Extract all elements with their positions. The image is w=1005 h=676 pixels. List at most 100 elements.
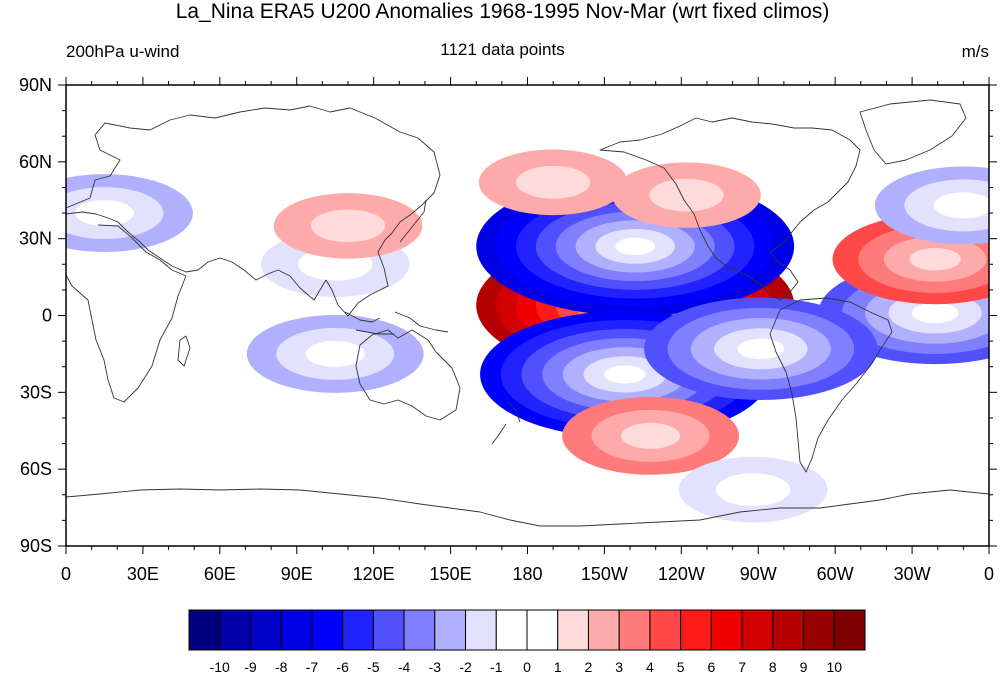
- colorbar-swatch: [188, 609, 221, 651]
- colorbar-label: 5: [677, 659, 685, 675]
- colorbar-label: 1: [554, 659, 562, 675]
- anomaly-field: [66, 149, 989, 523]
- coastline-australia: [355, 329, 461, 421]
- coastline-japan: [399, 199, 427, 243]
- anomaly-center: [66, 174, 193, 252]
- colorbar-label: -8: [275, 659, 288, 675]
- lon-tick-label: 0: [61, 564, 71, 584]
- colorbar-label: -2: [459, 659, 472, 675]
- coastline-new-zealand: [491, 401, 521, 445]
- anomaly-center: [612, 162, 761, 228]
- colorbar-label: -9: [244, 659, 257, 675]
- anomaly-center: [874, 166, 989, 245]
- coastline-greenland: [859, 99, 967, 165]
- units-label: m/s: [961, 42, 989, 61]
- coastline-africa: [66, 224, 187, 403]
- anomaly-contour: [911, 302, 959, 324]
- map-title: La_Nina ERA5 U200 Anomalies 1968-1995 No…: [175, 0, 830, 23]
- colorbar-swatch: [803, 609, 835, 651]
- colorbar-label: 9: [800, 659, 808, 675]
- colorbar-swatch: [311, 609, 344, 651]
- colorbar-swatch: [618, 609, 651, 651]
- anomaly-contour: [74, 200, 134, 227]
- lon-tick-label: 150E: [430, 564, 472, 584]
- colorbar-label: 4: [646, 659, 654, 675]
- colorbar-swatch: [710, 609, 743, 651]
- anomaly-center: [562, 396, 740, 475]
- colorbar-swatch: [772, 609, 805, 651]
- anomaly-center: [478, 149, 628, 216]
- lat-tick-label: 60N: [19, 152, 52, 172]
- colorbar-swatch: [465, 609, 497, 651]
- lon-tick-label: 150W: [581, 564, 628, 584]
- anomaly-contour: [909, 247, 961, 271]
- anomaly-contour: [737, 338, 785, 360]
- anomaly-center: [246, 314, 424, 393]
- coastline-indonesia: [344, 311, 449, 335]
- colorbar-swatch: [249, 609, 282, 651]
- colorbar-swatch: [680, 609, 712, 651]
- lon-tick-label: 0: [984, 564, 994, 584]
- lat-tick-label: 90N: [19, 75, 52, 95]
- colorbar-swatch: [526, 609, 559, 651]
- colorbar-label: 7: [738, 659, 746, 675]
- colorbar-swatch: [372, 609, 405, 651]
- anomaly-contour: [305, 340, 365, 367]
- anomaly-contour: [515, 165, 591, 199]
- anomaly-contour: [615, 237, 656, 256]
- data-count-label: 1121 data points: [440, 40, 565, 59]
- colorbar-swatch: [342, 609, 374, 651]
- colorbar-label: -7: [306, 659, 319, 675]
- coastline-madagascar: [177, 335, 191, 367]
- colorbar-label: 10: [826, 659, 842, 675]
- coastline-north-america: [599, 117, 861, 301]
- lon-tick-label: 120E: [353, 564, 395, 584]
- colorbar: -10 -9 -8 -7 -6 -5 -4 -3 -2 -1 0 1 2 3 4 5 6 7 8 9 10: [188, 609, 866, 675]
- colorbar-label: -4: [398, 659, 411, 675]
- lon-tick-label: 90E: [281, 564, 313, 584]
- colorbar-label: 2: [585, 659, 593, 675]
- colorbar-label: -10: [210, 659, 230, 675]
- colorbar-swatch: [219, 609, 251, 651]
- coastline-south-america: [769, 297, 893, 473]
- lat-tick-label: 0: [42, 306, 52, 326]
- colorbar-label: 3: [615, 659, 623, 675]
- colorbar-swatch: [434, 609, 467, 651]
- colorbar-label: -1: [490, 659, 503, 675]
- anomaly-contour: [310, 209, 386, 243]
- colorbar-label: -6: [336, 659, 349, 675]
- colorbar-swatch: [833, 609, 866, 651]
- lon-tick-label: 120W: [658, 564, 705, 584]
- lat-tick-label: 30S: [20, 382, 52, 402]
- colorbar-label: 6: [707, 659, 715, 675]
- coastline-eurasia: [66, 105, 441, 317]
- colorbar-swatch: [280, 609, 313, 651]
- lon-tick-label: 30W: [894, 564, 931, 584]
- anomaly-center: [678, 456, 828, 523]
- colorbar-swatch: [495, 609, 528, 651]
- lat-tick-label: 90S: [20, 536, 52, 556]
- variable-label: 200hPa u-wind: [66, 42, 180, 61]
- colorbar-swatch: [649, 609, 682, 651]
- coastline-antarctica: [66, 488, 989, 527]
- colorbar-swatch: [403, 609, 436, 651]
- lat-tick-label: 30N: [19, 229, 52, 249]
- colorbar-swatch: [587, 609, 620, 651]
- lat-tick-label: 60S: [20, 459, 52, 479]
- colorbar-swatch: [741, 609, 774, 651]
- anomaly-contour: [933, 192, 989, 219]
- anomaly-center: [644, 297, 878, 401]
- colorbar-swatch: [557, 609, 589, 651]
- anomaly-contour: [621, 422, 681, 449]
- lon-tick-label: 180: [512, 564, 542, 584]
- colorbar-label: -5: [367, 659, 380, 675]
- anomaly-contour: [649, 178, 724, 212]
- lon-tick-label: 30E: [127, 564, 159, 584]
- lon-tick-label: 60E: [204, 564, 236, 584]
- lon-tick-label: 90W: [740, 564, 777, 584]
- lon-tick-label: 60W: [817, 564, 854, 584]
- anomaly-center: [273, 193, 423, 259]
- colorbar-label: 8: [769, 659, 777, 675]
